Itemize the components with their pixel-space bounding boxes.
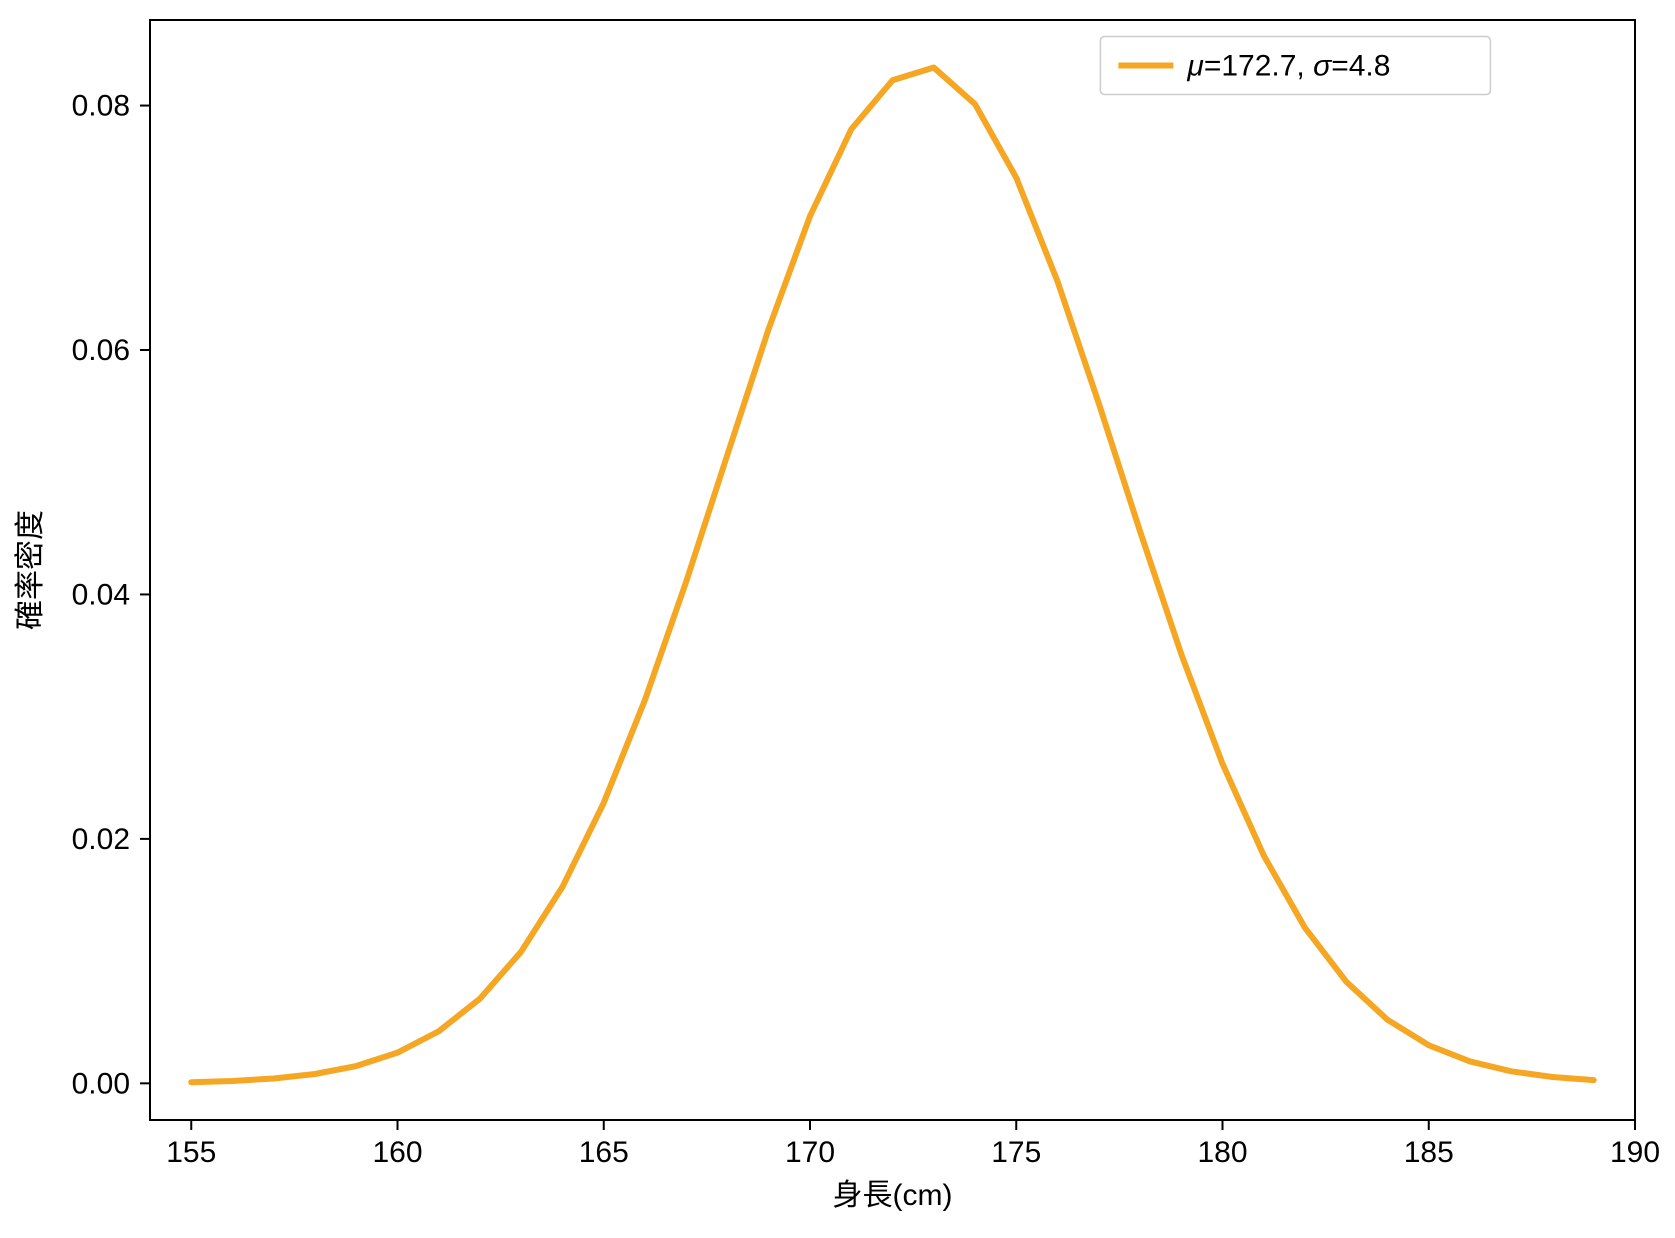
- xtick-label: 185: [1404, 1136, 1454, 1169]
- xtick-label: 170: [785, 1136, 835, 1169]
- chart-container: 155 160 165 170 175 180 185 190 0.00 0.02 0.04 0.06…: [0, 0, 1675, 1238]
- xtick-label: 165: [579, 1136, 629, 1169]
- ytick-label: 0.02: [72, 823, 130, 856]
- xtick-label: 155: [166, 1136, 216, 1169]
- xtick-label: 175: [991, 1136, 1041, 1169]
- line-chart: 155 160 165 170 175 180 185 190 0.00 0.02 0.04 0.06…: [0, 0, 1675, 1238]
- y-axis-label: 確率密度: [14, 510, 47, 630]
- xtick-label: 160: [372, 1136, 422, 1169]
- xtick-label: 190: [1610, 1136, 1660, 1169]
- legend: μ=172.7, σ=4.8: [1100, 37, 1490, 95]
- ytick-label: 0.06: [72, 334, 130, 367]
- ytick-label: 0.04: [72, 578, 130, 611]
- ytick-label: 0.00: [72, 1067, 130, 1100]
- xtick-label: 180: [1197, 1136, 1247, 1169]
- legend-label: μ=172.7, σ=4.8: [1186, 50, 1390, 83]
- x-axis-label: 身長(cm): [833, 1179, 953, 1212]
- ytick-label: 0.08: [72, 90, 130, 123]
